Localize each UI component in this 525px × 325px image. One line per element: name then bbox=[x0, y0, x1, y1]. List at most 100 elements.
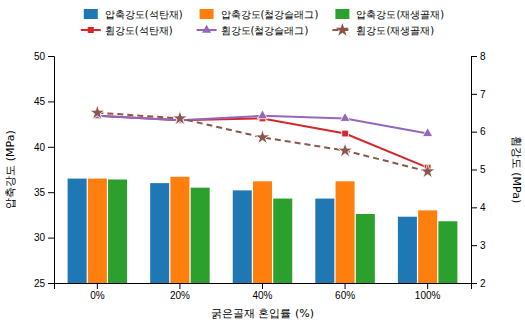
legend-item: 압축강도(재생골재) bbox=[335, 9, 444, 20]
tick-mark bbox=[48, 56, 54, 57]
line-series bbox=[90, 105, 435, 178]
legend-item: 압축강도(철강슬래그) bbox=[200, 9, 319, 20]
tick-mark bbox=[48, 283, 54, 284]
tick-mark bbox=[97, 283, 98, 289]
tick-label: 0% bbox=[90, 290, 105, 301]
y2-axis: 2 3 4 5 6 7 8 bbox=[471, 51, 486, 289]
bar-series bbox=[88, 177, 437, 283]
tick-mark bbox=[48, 101, 54, 102]
tick-mark bbox=[427, 283, 428, 289]
tick: 25 bbox=[34, 278, 54, 289]
line-series bbox=[94, 112, 431, 171]
bar-series bbox=[68, 179, 417, 283]
legend-item: 휨강도(석탄재) bbox=[81, 25, 173, 36]
x-axis: 0% 20% 40% 60% 100% bbox=[55, 283, 472, 301]
bar bbox=[356, 214, 375, 283]
chart: 0%20%40%60%100%2530354045502345678굵은골재 혼… bbox=[0, 0, 525, 325]
tick: 4 bbox=[471, 202, 486, 213]
tick-label: 3 bbox=[480, 240, 486, 251]
tick-label: 25 bbox=[34, 278, 46, 289]
tick: 30 bbox=[34, 232, 54, 243]
tick-mark bbox=[48, 192, 54, 193]
tick: 5 bbox=[471, 164, 486, 175]
tick-mark bbox=[262, 283, 263, 289]
tick-mark bbox=[471, 207, 477, 208]
plot-area bbox=[68, 105, 458, 283]
axis-line bbox=[472, 57, 478, 284]
legend: 압축강도(석탄재) 압축강도(철강슬래그) 압축강도(재생골재) 휨강도(석탄재) 휨강… bbox=[81, 9, 445, 36]
bar bbox=[170, 177, 189, 283]
tick: 3 bbox=[471, 240, 486, 251]
legend-label: 휨강도(석탄재) bbox=[105, 25, 173, 36]
tick-mark bbox=[471, 283, 477, 284]
axis-line bbox=[55, 284, 472, 290]
line bbox=[97, 113, 427, 172]
tick-mark bbox=[471, 56, 477, 57]
bar bbox=[315, 199, 334, 283]
tick: 50 bbox=[34, 51, 54, 62]
bar bbox=[398, 217, 417, 283]
legend-item: 휨강도(재생골재) bbox=[332, 23, 434, 36]
bar-series bbox=[108, 179, 457, 283]
legend-swatch bbox=[84, 9, 98, 19]
tick-label: 50 bbox=[34, 51, 46, 62]
marker bbox=[342, 130, 349, 137]
tick-mark bbox=[345, 283, 346, 289]
legend-label: 압축강도(철강슬래그) bbox=[221, 9, 319, 20]
legend-marker bbox=[202, 25, 211, 33]
legend-label: 압축강도(석탄재) bbox=[105, 9, 183, 20]
y-axis: 25 30 35 40 45 50 bbox=[34, 51, 55, 289]
axis-line bbox=[48, 57, 55, 284]
marker bbox=[255, 129, 270, 143]
tick-mark bbox=[48, 238, 54, 239]
tick-label: 45 bbox=[34, 96, 46, 107]
tick: 6 bbox=[471, 126, 486, 137]
tick: 0% bbox=[90, 283, 105, 301]
tick: 8 bbox=[471, 51, 486, 62]
tick-label: 7 bbox=[480, 89, 486, 100]
bar bbox=[438, 221, 457, 283]
tick-mark bbox=[471, 132, 477, 133]
tick-label: 5 bbox=[480, 164, 486, 175]
tick-label: 40 bbox=[34, 142, 46, 153]
tick-label: 35 bbox=[34, 187, 46, 198]
bar bbox=[253, 181, 272, 283]
tick: 20% bbox=[170, 283, 190, 301]
bar bbox=[273, 199, 292, 283]
tick: 35 bbox=[34, 187, 54, 198]
tick: 100% bbox=[415, 283, 441, 301]
marker bbox=[90, 105, 105, 119]
bar bbox=[336, 181, 355, 283]
tick-label: 2 bbox=[480, 278, 486, 289]
bar bbox=[191, 188, 210, 283]
bar bbox=[150, 183, 169, 283]
legend-swatch bbox=[200, 9, 214, 19]
tick-label: 6 bbox=[480, 126, 486, 137]
tick-label: 8 bbox=[480, 51, 486, 62]
tick: 45 bbox=[34, 96, 54, 107]
marker bbox=[338, 143, 353, 157]
bar bbox=[68, 179, 87, 283]
tick-label: 20% bbox=[170, 290, 190, 301]
marker bbox=[340, 113, 350, 122]
bar bbox=[88, 179, 107, 283]
marker bbox=[423, 128, 433, 137]
tick-label: 60% bbox=[335, 290, 355, 301]
legend-label: 휨강도(철강슬래그) bbox=[221, 25, 309, 36]
tick-label: 30 bbox=[34, 232, 46, 243]
tick-mark bbox=[48, 147, 54, 148]
y2-axis-title: 휨강도 (MPa) bbox=[510, 136, 523, 203]
bar bbox=[233, 190, 252, 283]
legend-marker bbox=[88, 27, 94, 33]
tick: 40 bbox=[34, 142, 54, 153]
marker bbox=[257, 110, 267, 119]
tick-mark bbox=[179, 283, 180, 289]
x-axis-title: 굵은골재 혼입률 (%) bbox=[211, 307, 314, 320]
tick: 60% bbox=[335, 283, 355, 301]
tick-mark bbox=[471, 170, 477, 171]
legend-label: 휨강도(재생골재) bbox=[356, 25, 434, 36]
bar bbox=[418, 210, 437, 283]
tick-label: 4 bbox=[480, 202, 486, 213]
tick-label: 40% bbox=[252, 290, 272, 301]
tick-mark bbox=[471, 245, 477, 246]
